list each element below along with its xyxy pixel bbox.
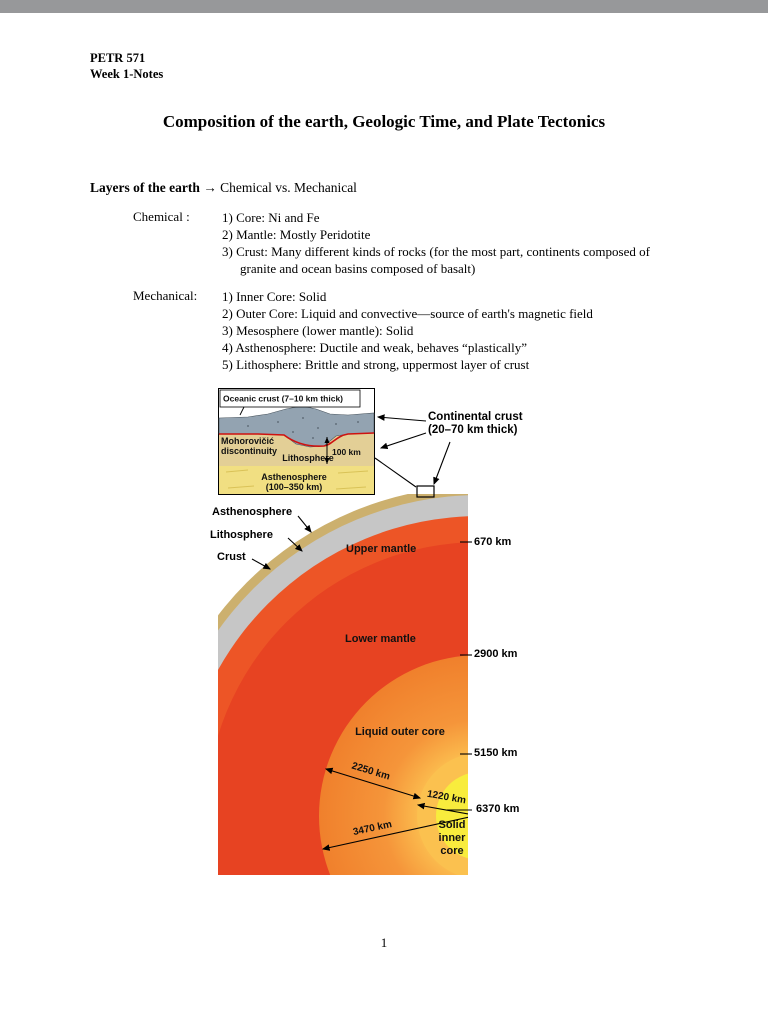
oceanic-crust-label: Oceanic crust (7–10 km thick)	[223, 394, 343, 404]
chemical-label: Chemical :	[133, 209, 190, 224]
upper-mantle-label: Upper mantle	[346, 543, 416, 555]
list-item: 2) Mantle: Mostly Peridotite	[222, 227, 371, 242]
moho-discontinuity-line	[219, 432, 375, 447]
inset-asthenosphere-label: Asthenosphere	[261, 472, 327, 482]
inner-core-layer	[436, 773, 468, 859]
radius-arrow-2250	[324, 767, 422, 800]
mechanical-label: Mechanical:	[133, 288, 198, 303]
continental-crust-label-line2: (20–70 km thick)	[428, 424, 518, 436]
solid-inner-core-label: inner	[439, 832, 467, 844]
inset-asthenosphere-label: (100–350 km)	[266, 482, 323, 492]
moho-label: discontinuity	[221, 446, 277, 456]
moho-label: Mohorovičić	[221, 436, 274, 446]
asthenosphere-label: Asthenosphere	[212, 506, 293, 518]
list-item: 5) Lithosphere: Brittle and strong, uppe…	[222, 357, 530, 372]
arrow-glyph: →	[203, 180, 217, 195]
radius-arrow-3470	[321, 816, 468, 851]
list-item: 4) Asthenosphere: Ductile and weak, beha…	[222, 340, 528, 355]
layers-heading-line: Layers of the earth → Chemical vs. Mecha…	[90, 180, 357, 196]
lower-mantle-label: Lower mantle	[345, 633, 416, 645]
depth-670km-label: 670 km	[474, 536, 512, 548]
earth-cross-section-diagram: Upper mantle Lower mantle Liquid outer c…	[218, 494, 468, 875]
list-item: 3) Crust: Many different kinds of rocks …	[222, 244, 650, 276]
lithosphere-label: Lithosphere	[210, 529, 273, 541]
depth-5150km-label: 5150 km	[474, 747, 518, 759]
crust-label: Crust	[217, 551, 246, 563]
list-item: 1) Inner Core: Solid	[222, 289, 327, 304]
chemical-list: 1) Core: Ni and Fe 2) Mantle: Mostly Per…	[222, 209, 684, 277]
week-label: Week 1-Notes	[90, 67, 164, 81]
layers-heading: Layers of the earth	[90, 180, 200, 195]
depth-2900km-label: 2900 km	[474, 648, 518, 660]
continental-crust-arrow	[379, 432, 427, 450]
page-top-edge	[0, 0, 768, 13]
page-number: 1	[380, 935, 388, 950]
crust-inset-diagram: Oceanic crust (7–10 km thick) Mohoroviči…	[218, 388, 375, 495]
depth-6370km-label: 6370 km	[476, 803, 520, 815]
zoom-region-arrow	[433, 441, 451, 486]
oceanic-crust-label-box	[219, 389, 361, 408]
list-item: 1) Core: Ni and Fe	[222, 210, 320, 225]
continental-crust-arrow	[376, 414, 427, 422]
mechanical-list: 1) Inner Core: Solid 2) Outer Core: Liqu…	[222, 288, 722, 373]
doc-header: PETR 571 Week 1-Notes	[90, 50, 163, 82]
document-title: Composition of the earth, Geologic Time,…	[162, 112, 606, 131]
radius-arrow-1220	[416, 802, 468, 815]
course-code: PETR 571	[90, 51, 146, 65]
solid-inner-core-label: core	[440, 845, 463, 857]
inset-lithosphere-label: Lithosphere	[282, 453, 334, 463]
inset-100km-label: 100 km	[332, 447, 361, 457]
continental-crust-label: Continental crust (20–70 km thick)	[428, 411, 523, 437]
liquid-outer-core-label: Liquid outer core	[355, 726, 445, 738]
layers-subtitle: Chemical vs. Mechanical	[220, 180, 357, 195]
continental-crust-label-line1: Continental crust	[428, 411, 523, 423]
list-item: 2) Outer Core: Liquid and convective—sou…	[222, 306, 593, 321]
list-item: 3) Mesosphere (lower mantle): Solid	[222, 323, 414, 338]
inset-connector-line	[374, 457, 417, 488]
